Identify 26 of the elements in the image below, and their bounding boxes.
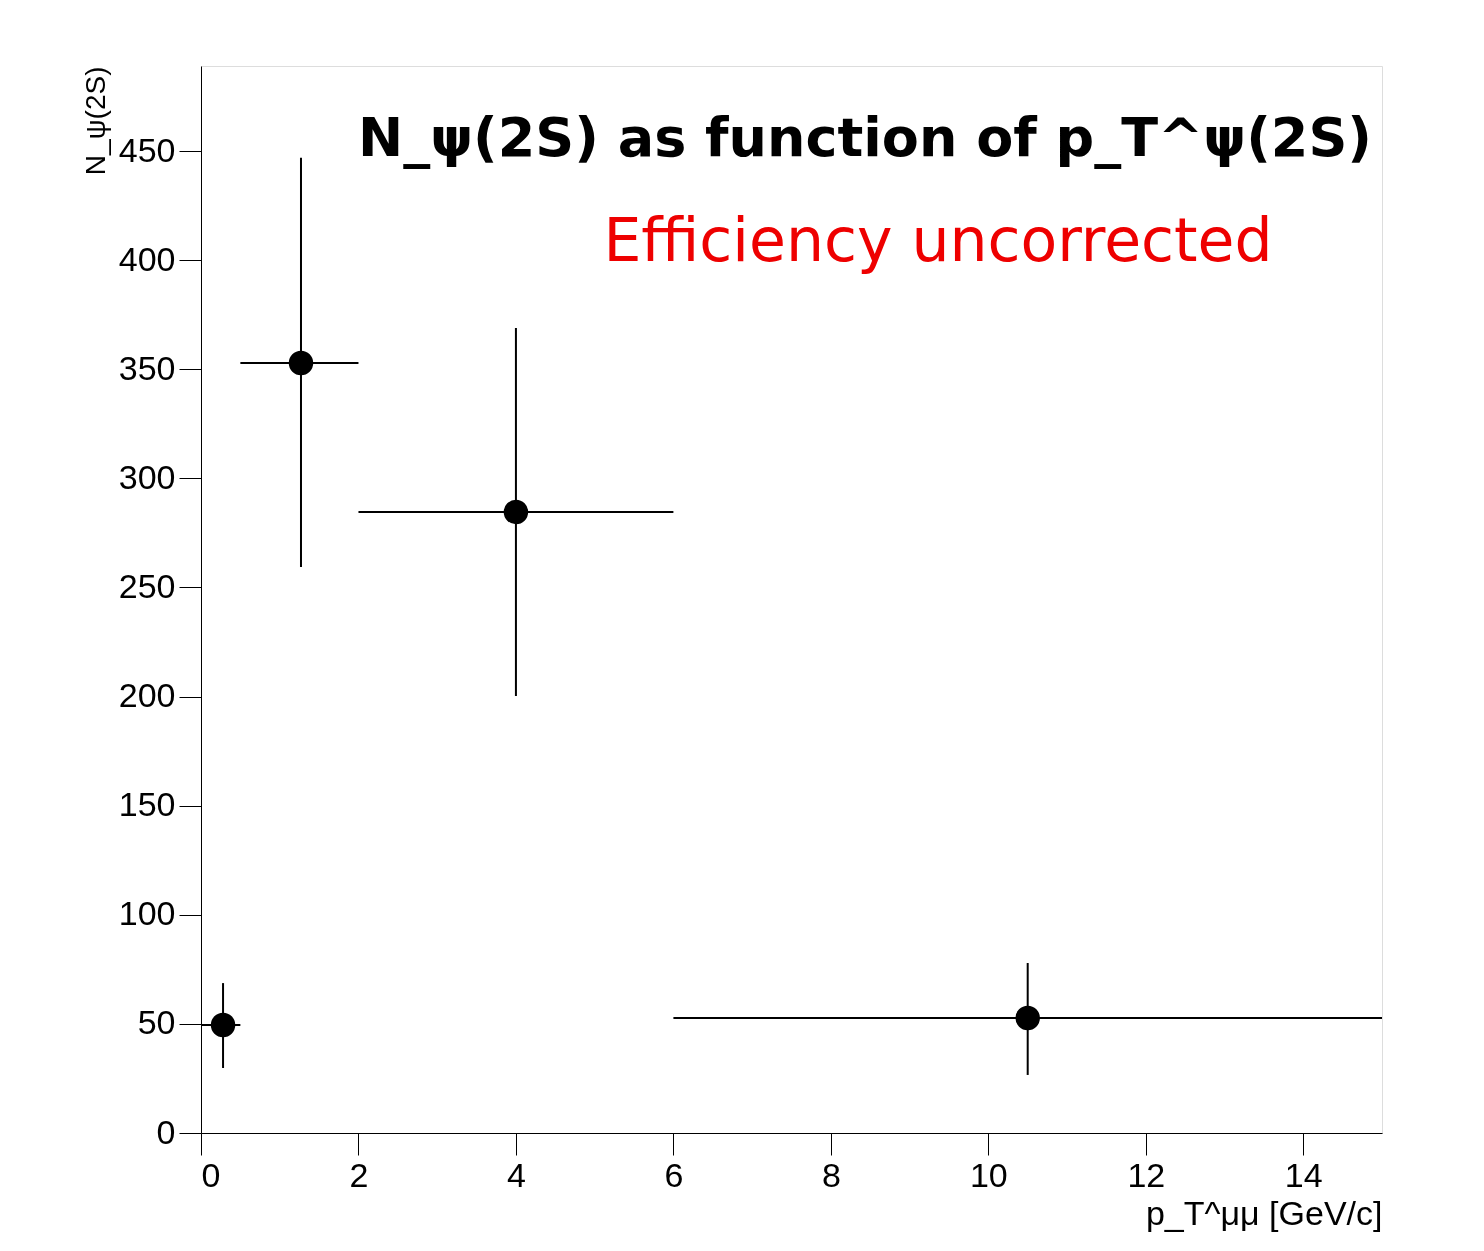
y-tick-label: 50 [137,1003,176,1042]
x-tick-label: 2 [349,1155,369,1194]
y-tick-label: 350 [118,348,176,387]
x-tick-label: 0 [201,1155,221,1194]
y-tick-label: 200 [118,676,176,715]
point [210,1012,236,1038]
y-tick-label: 300 [118,457,176,496]
x-tick-label: 14 [1284,1155,1323,1194]
point [1015,1005,1040,1031]
x-axis-title: p_T^μμ [GeV/c] [1145,1193,1383,1232]
y-tick-label: 0 [156,1112,176,1151]
y-tick-label: 150 [118,785,176,824]
x-tick-label: 10 [969,1155,1008,1194]
y-tick-label: 100 [118,894,176,933]
x-tick-label: 12 [1127,1155,1166,1194]
y-tick-label: 250 [118,567,176,605]
y-tick-label: 400 [118,239,176,278]
x-tick-label: 8 [821,1155,841,1194]
x-tick-label: 6 [664,1155,684,1194]
point [503,499,529,525]
x-tick-label: 4 [506,1155,526,1194]
point [288,350,314,376]
annotation: N_ψ(2S) as function of p_T^ψ(2S) [358,106,1372,169]
y-axis-title: N_ψ(2S) [79,66,111,176]
annotation: Efficiency uncorrected [603,205,1273,275]
y-tick-label: 450 [118,130,176,169]
